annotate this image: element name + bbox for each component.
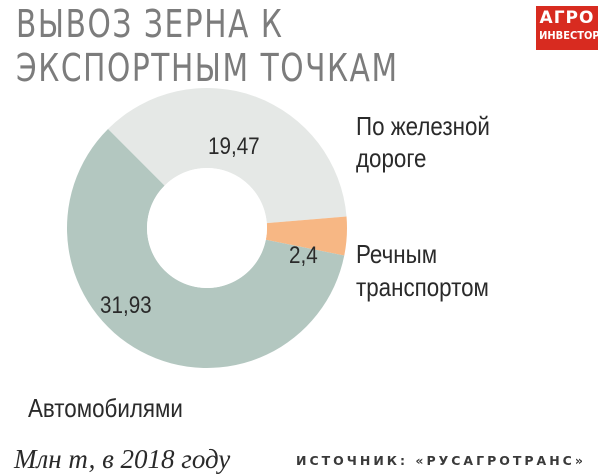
slice-label-rail-line1: По железной bbox=[356, 111, 490, 141]
logo-line-2: ИНВЕСТОР bbox=[539, 29, 600, 42]
source-note: ИСТОЧНИК: «РУСАГРОТРАНС» bbox=[296, 453, 586, 468]
slice-rail bbox=[108, 88, 347, 224]
donut-hole bbox=[147, 168, 267, 288]
slice-auto bbox=[66, 129, 345, 368]
slice-label-rail-line2: дороге bbox=[356, 143, 427, 173]
slice-river bbox=[265, 216, 347, 256]
slice-value-rail: 19,47 bbox=[208, 133, 260, 160]
slice-value-auto: 31,93 bbox=[100, 292, 152, 319]
logo-line-1: АГРО bbox=[539, 8, 595, 28]
slice-value-river: 2,4 bbox=[289, 242, 318, 269]
chart-title: ВЫВОЗ ЗЕРНА К ЭКСПОРТНЫМ ТОЧКАМ bbox=[16, 2, 399, 90]
agroinvestor-logo: АГРО ИНВЕСТОР bbox=[536, 6, 600, 50]
units-note: Млн т, в 2018 году bbox=[14, 444, 231, 474]
slice-label-auto: Автомобилями bbox=[28, 393, 183, 423]
slice-label-river-line1: Речным bbox=[356, 239, 438, 269]
slice-label-river-line2: транспортом bbox=[356, 272, 489, 302]
